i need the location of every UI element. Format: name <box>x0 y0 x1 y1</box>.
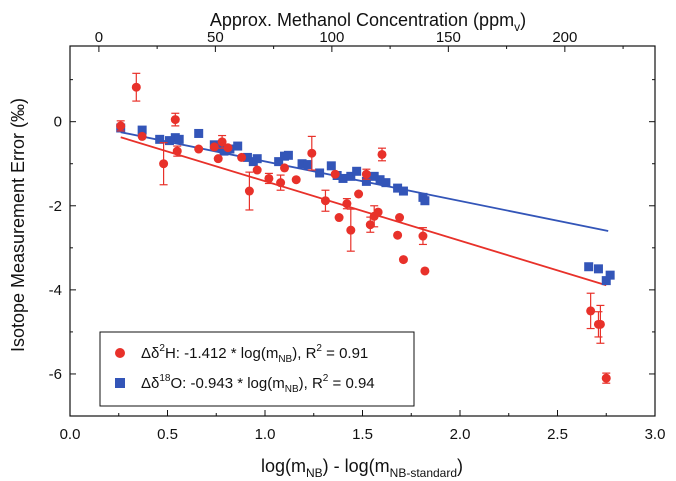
data-point-o <box>274 157 284 167</box>
legend-marker-o <box>115 378 125 388</box>
legend-label-h: Δδ2H: -1.412 * log(mNB), R2 = 0.91 <box>141 343 368 365</box>
data-point-h <box>354 189 364 199</box>
data-point-h <box>194 144 204 154</box>
x-tick-label: 2.5 <box>547 426 568 443</box>
data-point-h <box>307 148 317 158</box>
data-point-h <box>393 230 403 240</box>
y-tick-label: -6 <box>49 366 62 383</box>
legend-marker-h <box>115 348 125 358</box>
data-point-h <box>264 173 274 183</box>
fit-line-h <box>120 136 607 287</box>
data-point-h <box>213 154 223 164</box>
data-point-h <box>373 207 383 217</box>
data-point-o <box>605 270 615 280</box>
data-point-h <box>418 231 428 241</box>
data-point-h <box>137 131 147 141</box>
data-point-h <box>586 306 596 316</box>
data-point-h <box>377 149 387 159</box>
data-point-h <box>280 163 289 173</box>
data-point-h <box>223 143 233 153</box>
data-point-o <box>393 183 403 193</box>
data-point-o <box>283 150 293 160</box>
x2-tick-label: 50 <box>207 29 224 46</box>
data-point-h <box>116 121 126 131</box>
data-point-o <box>398 186 408 196</box>
data-point-h <box>172 146 182 156</box>
data-point-h <box>252 165 262 175</box>
data-point-o <box>174 134 184 144</box>
x-tick-label: 1.0 <box>255 426 276 443</box>
data-point-o <box>375 175 385 185</box>
data-point-o <box>352 166 362 176</box>
x-tick-label: 3.0 <box>645 426 666 443</box>
data-point-o <box>593 264 603 274</box>
x2-tick-label: 200 <box>552 29 577 46</box>
x2-tick-label: 150 <box>436 29 461 46</box>
x-tick-label: 0.0 <box>60 426 81 443</box>
data-point-o <box>584 262 594 272</box>
data-point-h <box>237 152 247 162</box>
data-point-h <box>365 220 375 230</box>
data-point-o <box>233 141 243 151</box>
data-point-h <box>361 169 371 179</box>
data-point-h <box>131 82 141 92</box>
data-point-o <box>219 146 229 156</box>
data-point-o <box>601 276 611 286</box>
y-axis-title: Isotope Measurement Error (‰) <box>8 98 28 352</box>
top-axis-title: Approx. Methanol Concentration (ppmv) <box>210 10 526 34</box>
data-point-h <box>244 186 254 196</box>
data-point-h <box>346 225 356 235</box>
data-point-h <box>420 266 430 276</box>
data-point-o <box>297 159 307 169</box>
legend-label-o: Δδ18O: -0.943 * log(mNB), R2 = 0.94 <box>141 373 375 395</box>
x-axis-title: log(mNB) - log(mNB-standard) <box>261 456 463 480</box>
data-point-h <box>170 115 180 125</box>
data-point-o <box>164 136 174 146</box>
data-point-o <box>242 152 252 162</box>
x-tick-label: 1.5 <box>352 426 373 443</box>
data-point-h <box>209 142 219 152</box>
data-point-o <box>137 125 147 135</box>
data-point-h <box>398 255 408 265</box>
data-point-h <box>320 196 330 206</box>
legend: Δδ2H: -1.412 * log(mNB), R2 = 0.91 Δδ18O… <box>99 331 415 407</box>
y-tick-label: -2 <box>49 198 62 215</box>
plot-elements: 0.0 0.5 1.0 1.5 2.0 2.5 3.0 0 50 100 150 200 0 -2 -4 -6 <box>49 29 666 443</box>
data-point-o <box>381 178 391 188</box>
data-point-o <box>338 173 348 183</box>
data-point-o <box>420 196 430 206</box>
data-point-h <box>330 169 340 179</box>
data-point-o <box>361 176 371 186</box>
data-point-h <box>291 175 301 185</box>
data-point-h <box>395 213 405 223</box>
x2-tick-label: 0 <box>95 29 103 46</box>
y-tick-label: 0 <box>54 114 62 131</box>
x-tick-label: 2.0 <box>450 426 471 443</box>
data-point-h <box>342 199 352 209</box>
data-point-h <box>159 159 169 169</box>
data-point-h <box>601 373 611 383</box>
x-tick-label: 0.5 <box>157 426 178 443</box>
data-point-o <box>252 154 262 164</box>
x2-tick-label: 100 <box>319 29 344 46</box>
data-point-o <box>194 128 204 138</box>
data-point-o <box>315 168 325 178</box>
data-point-h <box>217 137 227 147</box>
legend-box <box>99 331 415 407</box>
data-point-h <box>595 319 605 329</box>
data-point-h <box>334 213 344 223</box>
data-point-o <box>346 171 356 181</box>
y-tick-label: -4 <box>49 282 62 299</box>
data-point-o <box>155 134 165 144</box>
data-point-o <box>326 161 336 171</box>
data-point-o <box>369 171 379 181</box>
data-point-h <box>276 178 286 188</box>
data-point-o <box>303 160 313 170</box>
